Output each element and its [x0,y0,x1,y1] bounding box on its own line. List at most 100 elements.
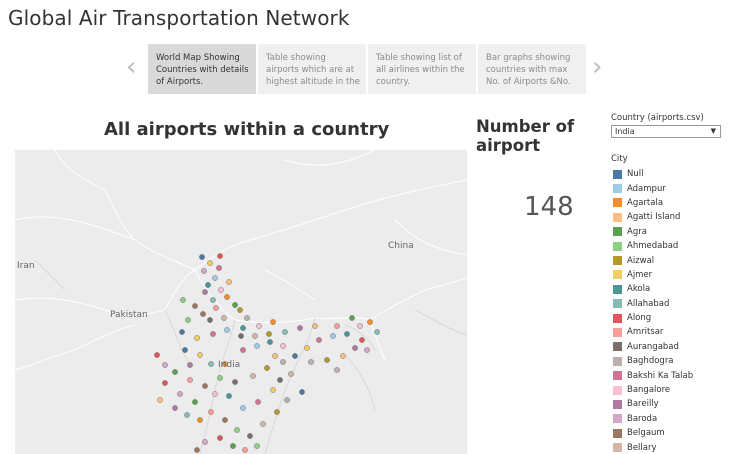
airport-dot[interactable] [340,353,346,359]
airport-dot[interactable] [334,323,340,329]
legend-item[interactable]: Ahmedabad [613,239,693,253]
airport-dot[interactable] [177,391,183,397]
airport-dot[interactable] [185,317,191,323]
airport-dot[interactable] [222,417,228,423]
airport-dot[interactable] [238,333,244,339]
airport-dot[interactable] [207,317,213,323]
airport-dot[interactable] [240,347,246,353]
legend-item[interactable]: Agatti Island [613,210,693,224]
airport-dot[interactable] [242,447,248,453]
airport-dot[interactable] [359,337,365,343]
airport-dot[interactable] [197,417,203,423]
airport-dot[interactable] [202,439,208,445]
airport-map[interactable]: Iran Pakistan India China [15,150,467,454]
airport-dot[interactable] [240,325,246,331]
airport-dot[interactable] [157,397,163,403]
airport-dot[interactable] [199,254,205,260]
airport-dot[interactable] [312,323,318,329]
airport-dot[interactable] [280,359,286,365]
airport-dot[interactable] [201,268,207,274]
airport-dot[interactable] [216,265,222,271]
legend-item[interactable]: Agra [613,225,693,239]
airport-dot[interactable] [210,297,216,303]
airport-dot[interactable] [334,367,340,373]
airport-dot[interactable] [179,329,185,335]
airport-dots[interactable] [154,253,380,453]
airport-dot[interactable] [205,282,211,288]
airport-dot[interactable] [364,347,370,353]
airport-dot[interactable] [297,325,303,331]
airport-dot[interactable] [260,421,266,427]
airport-dot[interactable] [200,311,206,317]
legend-item[interactable]: Agartala [613,196,693,210]
story-point-4[interactable]: Bar graphs showing countries with max No… [478,44,586,94]
airport-dot[interactable] [154,352,160,358]
airport-dot[interactable] [187,377,193,383]
airport-dot[interactable] [284,397,290,403]
airport-dot[interactable] [162,362,168,368]
airport-dot[interactable] [194,447,200,453]
legend-item[interactable]: Bellary [613,440,693,454]
airport-dot[interactable] [244,315,250,321]
airport-dot[interactable] [172,405,178,411]
airport-dot[interactable] [254,443,260,449]
airport-dot[interactable] [217,435,223,441]
legend-item[interactable]: Ajmer [613,268,693,282]
airport-dot[interactable] [192,399,198,405]
legend-item[interactable]: Belgaum [613,426,693,440]
legend-item[interactable]: Along [613,311,693,325]
airport-dot[interactable] [352,345,358,351]
airport-dot[interactable] [180,297,186,303]
airport-dot[interactable] [252,333,258,339]
airport-dot[interactable] [224,294,230,300]
airport-dot[interactable] [270,319,276,325]
airport-dot[interactable] [224,327,230,333]
airport-dot[interactable] [194,335,200,341]
legend-item[interactable]: Adampur [613,181,693,195]
legend-item[interactable]: Aurangabad [613,340,693,354]
airport-dot[interactable] [349,315,355,321]
airport-dot[interactable] [254,343,260,349]
legend-item[interactable]: Bangalore [613,383,693,397]
airport-dot[interactable] [277,377,283,383]
airport-dot[interactable] [256,323,262,329]
airport-dot[interactable] [374,329,380,335]
airport-dot[interactable] [212,275,218,281]
airport-dot[interactable] [299,389,305,395]
airport-dot[interactable] [184,412,190,418]
legend-item[interactable]: Allahabad [613,297,693,311]
airport-dot[interactable] [264,365,270,371]
airport-dot[interactable] [270,387,276,393]
airport-dot[interactable] [207,260,213,266]
airport-dot[interactable] [230,443,236,449]
airport-dot[interactable] [172,369,178,375]
airport-dot[interactable] [288,371,294,377]
airport-dot[interactable] [202,289,208,295]
airport-dot[interactable] [266,331,272,337]
airport-dot[interactable] [192,303,198,309]
airport-dot[interactable] [226,279,232,285]
airport-dot[interactable] [308,359,314,365]
airport-dot[interactable] [274,409,280,415]
airport-dot[interactable] [324,357,330,363]
story-point-1[interactable]: World Map Showing Countries with details… [148,44,256,94]
airport-dot[interactable] [208,409,214,415]
legend-item[interactable]: Null [613,167,693,181]
airport-dot[interactable] [267,339,273,345]
airport-dot[interactable] [272,353,278,359]
airport-dot[interactable] [212,391,218,397]
airport-dot[interactable] [226,393,232,399]
legend-item[interactable]: Baghdogra [613,354,693,368]
airport-dot[interactable] [344,331,350,337]
airport-dot[interactable] [222,361,228,367]
airport-dot[interactable] [221,315,227,321]
airport-dot[interactable] [282,329,288,335]
airport-dot[interactable] [197,352,203,358]
legend-item[interactable]: Baroda [613,412,693,426]
airport-dot[interactable] [208,361,214,367]
legend-item[interactable]: Aizwal [613,253,693,267]
country-filter-dropdown[interactable]: India ▼ [611,125,721,138]
chevron-right-icon[interactable]: › [592,52,603,82]
airport-dot[interactable] [217,375,223,381]
airport-dot[interactable] [316,337,322,343]
